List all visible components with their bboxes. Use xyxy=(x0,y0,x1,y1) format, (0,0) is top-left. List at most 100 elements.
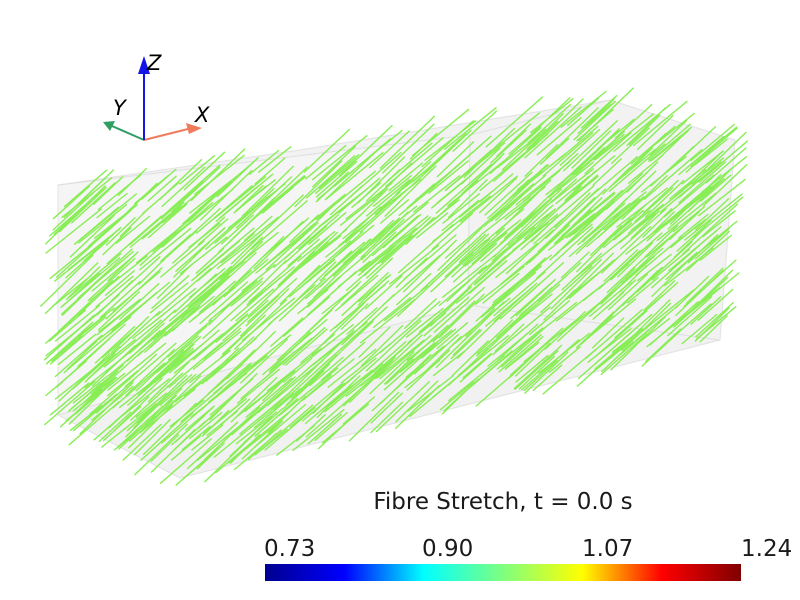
fibre-glyph xyxy=(442,253,497,298)
fibre-glyph xyxy=(494,323,525,352)
fibre-glyph xyxy=(561,252,603,291)
fibre-glyph xyxy=(610,316,666,371)
orientation-axes[interactable]: X Y Z xyxy=(103,51,210,141)
fibre-glyph xyxy=(507,204,554,246)
fibre-glyph xyxy=(663,174,715,218)
fibre-glyph xyxy=(222,161,255,189)
fibre-glyph xyxy=(476,319,514,355)
fibre-glyph xyxy=(646,211,675,239)
fibre-glyph xyxy=(97,296,153,341)
fibre-glyph xyxy=(270,317,304,347)
fibre-glyph xyxy=(44,262,99,315)
fibre-glyph xyxy=(235,288,274,322)
fibre-glyph xyxy=(174,358,229,403)
fibre-glyph xyxy=(147,175,177,202)
fibre-glyph xyxy=(649,119,688,156)
fibre-glyph xyxy=(276,335,307,365)
fibre-glyph xyxy=(161,166,206,208)
colorbar-tick-min: 0.73 xyxy=(264,536,316,562)
fibre-glyph xyxy=(140,412,194,461)
fibre-glyph xyxy=(451,340,489,377)
fibre-glyph xyxy=(302,376,355,422)
fibre-glyph xyxy=(87,219,120,248)
fibre-glyph xyxy=(597,196,645,238)
fibre-glyph xyxy=(206,410,238,436)
fibre-glyph xyxy=(362,231,397,263)
z-axis-arrowhead xyxy=(138,56,150,74)
fibre-glyph xyxy=(53,185,107,236)
fibre-glyph xyxy=(168,164,221,211)
fibre-glyph xyxy=(346,307,378,335)
fibre-glyph xyxy=(135,392,167,418)
fibre-glyph xyxy=(592,291,625,320)
fibre-glyph xyxy=(77,248,133,300)
fibre-glyph xyxy=(680,286,721,319)
fibre-glyph xyxy=(105,216,136,246)
fibre-glyph xyxy=(365,275,403,310)
fibre-glyph xyxy=(313,245,367,299)
fibre-glyph xyxy=(65,239,109,279)
fibre-glyph xyxy=(441,199,480,232)
fibre-glyph xyxy=(698,140,748,183)
fibre-glyph xyxy=(312,134,368,181)
fibre-glyph xyxy=(345,182,393,220)
fibre-glyph xyxy=(258,175,305,215)
fibre-glyph xyxy=(149,282,189,314)
fibre-glyph xyxy=(130,372,184,421)
fibre-glyph xyxy=(496,286,553,339)
fibre-glyph xyxy=(568,259,615,299)
fibre-glyph xyxy=(188,222,221,249)
fibre-glyph xyxy=(235,176,293,229)
fibre-glyph xyxy=(173,333,224,374)
fibre-glyph xyxy=(219,186,258,219)
fibre-glyph xyxy=(485,112,541,157)
fibre-glyph xyxy=(125,348,176,397)
fibre-glyph xyxy=(474,256,506,284)
fibre-glyph xyxy=(477,219,522,254)
fibre-glyph xyxy=(102,227,132,256)
fibre-glyph xyxy=(252,412,289,443)
fibre-glyph xyxy=(626,107,666,147)
fibre-glyph xyxy=(207,349,256,395)
colorbar-tick-2: 0.90 xyxy=(422,536,474,562)
fibre-glyph xyxy=(172,336,202,363)
fibre-glyph xyxy=(366,235,414,279)
fibre-glyph xyxy=(674,275,710,309)
fibre-glyph xyxy=(542,348,597,395)
fibre-glyph xyxy=(674,157,725,197)
fibre-glyph xyxy=(420,248,467,292)
fibre-glyph xyxy=(431,212,473,250)
fibre-glyph xyxy=(321,403,370,444)
fibre-glyph xyxy=(196,442,226,470)
fibre-glyph xyxy=(285,328,328,366)
fibre-glyph xyxy=(648,126,692,163)
fibre-glyph xyxy=(626,247,664,280)
fibre-glyph xyxy=(195,184,253,234)
fibre-glyph xyxy=(648,123,691,161)
fibre-glyph xyxy=(642,281,679,314)
fibre-glyph xyxy=(181,279,225,319)
fibre-glyph xyxy=(358,326,391,358)
fibre-glyph xyxy=(580,314,614,345)
fibre-glyph xyxy=(678,161,726,204)
fibre-glyph xyxy=(173,241,210,278)
fibre-glyph xyxy=(361,218,405,261)
fibre-glyph xyxy=(699,234,732,261)
fibre-glyph xyxy=(193,226,226,257)
fibre-glyph xyxy=(627,277,659,304)
fibre-glyph xyxy=(199,281,249,325)
fibre-glyph xyxy=(69,214,115,258)
fibre-glyph xyxy=(262,373,290,402)
fibre-glyph xyxy=(142,347,195,392)
fibre-glyph xyxy=(305,281,362,334)
fibre-glyph xyxy=(253,220,304,270)
fibre-glyph xyxy=(297,230,336,262)
fibre-glyph xyxy=(287,238,320,267)
fibre-glyph xyxy=(566,192,616,233)
fibre-glyph xyxy=(690,123,735,162)
fibre-glyph xyxy=(560,251,590,279)
fibre-glyph xyxy=(380,234,413,264)
fibre-glyph xyxy=(613,209,651,241)
fibre-glyph xyxy=(430,286,472,327)
